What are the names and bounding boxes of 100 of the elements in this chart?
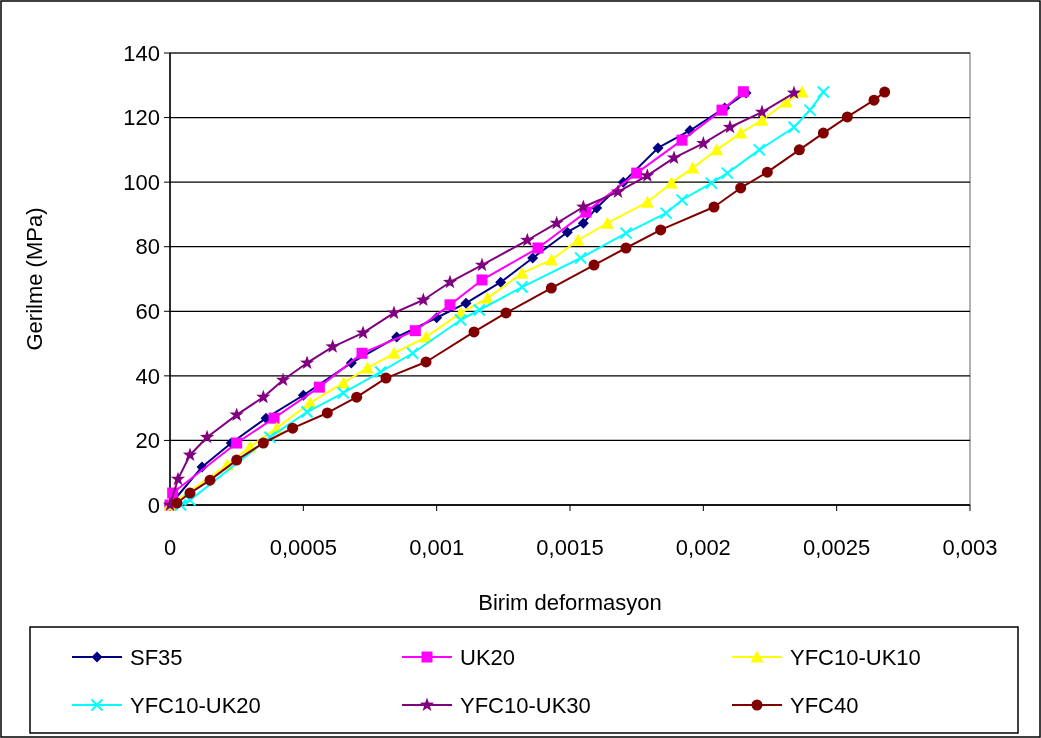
point	[229, 407, 244, 421]
point	[313, 381, 325, 393]
point	[574, 251, 588, 265]
point	[576, 199, 591, 214]
point	[355, 325, 371, 339]
point	[532, 242, 544, 254]
point	[571, 233, 585, 246]
point	[336, 386, 350, 400]
point	[256, 389, 271, 404]
point	[545, 282, 557, 294]
x-axis-title: Birim deformasyon	[478, 590, 662, 615]
point	[561, 226, 573, 238]
point	[666, 150, 682, 164]
point	[351, 391, 363, 403]
point	[879, 86, 891, 98]
point	[640, 168, 655, 182]
y-axis-title: Gerilme (MPa)	[22, 207, 47, 351]
point	[752, 143, 766, 157]
point	[755, 113, 769, 126]
point	[841, 111, 853, 123]
point	[675, 193, 689, 207]
point	[476, 274, 488, 286]
legend-label: YFC10-UK30	[460, 692, 591, 718]
point	[655, 224, 667, 236]
point	[356, 347, 368, 359]
point	[231, 437, 243, 449]
point	[287, 422, 299, 434]
point	[868, 94, 880, 106]
point	[588, 259, 600, 271]
point	[406, 346, 420, 360]
point	[231, 454, 243, 466]
point	[686, 161, 700, 174]
point	[676, 134, 688, 146]
point	[600, 216, 614, 229]
point	[460, 297, 472, 309]
point	[793, 144, 805, 156]
point	[708, 201, 720, 213]
y-tick-label: 120	[123, 105, 160, 131]
x-tick-label: 0,002	[675, 535, 731, 560]
point	[620, 242, 632, 254]
point	[720, 166, 734, 180]
legend-label: YFC40	[790, 692, 859, 718]
legend-label: YFC10-UK20	[130, 692, 261, 718]
point	[652, 142, 664, 154]
point	[325, 339, 340, 353]
point	[454, 313, 468, 327]
point	[520, 232, 535, 247]
point	[515, 266, 529, 279]
point	[474, 257, 490, 272]
point	[779, 95, 793, 108]
point	[386, 305, 402, 319]
point	[170, 471, 186, 486]
point	[468, 326, 480, 338]
y-tick-label: 40	[135, 363, 160, 389]
point	[817, 127, 829, 139]
y-tick-label: 20	[135, 428, 160, 454]
point	[300, 405, 314, 419]
legend-label: SF35	[130, 644, 183, 670]
point	[257, 437, 269, 449]
x-tick-label: 0,001	[409, 535, 465, 560]
y-tick-label: 140	[123, 40, 160, 66]
point	[387, 346, 401, 359]
point	[472, 303, 486, 317]
point	[299, 355, 315, 370]
point	[204, 474, 216, 486]
point	[640, 195, 654, 208]
point	[416, 292, 431, 307]
point	[442, 274, 458, 289]
point	[722, 119, 738, 134]
point	[795, 85, 809, 98]
point	[409, 325, 421, 337]
legend-label: UK20	[460, 644, 516, 670]
point	[263, 430, 277, 444]
y-tick-label: 60	[135, 298, 160, 324]
point	[480, 291, 494, 304]
point	[268, 412, 280, 424]
point	[787, 120, 801, 134]
point	[184, 487, 196, 499]
x-tick-label: 0,0015	[536, 535, 604, 560]
point	[199, 429, 215, 444]
point	[577, 217, 589, 229]
point	[380, 372, 392, 384]
x-tick-label: 0,0025	[803, 535, 871, 560]
point	[420, 356, 432, 368]
point	[619, 226, 633, 240]
x-tick-label: 0,0005	[269, 535, 337, 560]
point	[374, 365, 388, 379]
point	[734, 126, 748, 139]
point	[549, 215, 564, 230]
point	[754, 104, 770, 119]
point	[500, 307, 512, 319]
point	[182, 447, 198, 462]
point	[527, 252, 539, 264]
point	[321, 407, 333, 419]
y-tick-label: 80	[135, 234, 160, 260]
point	[631, 167, 643, 179]
point	[816, 85, 830, 99]
point	[444, 299, 456, 311]
point	[664, 176, 678, 189]
point	[710, 143, 724, 156]
